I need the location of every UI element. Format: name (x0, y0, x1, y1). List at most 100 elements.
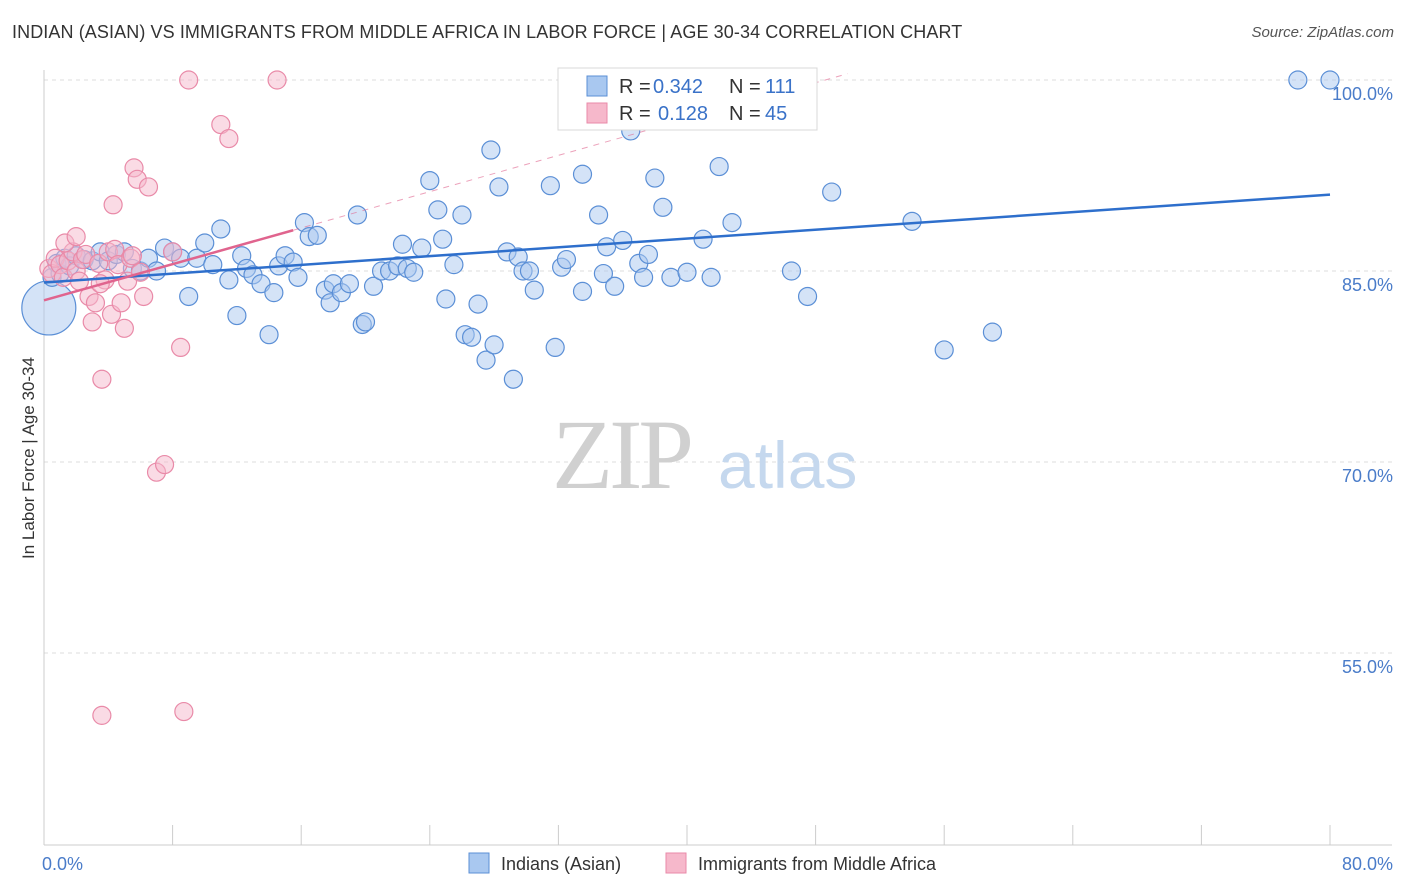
watermark-zip: ZIP (552, 399, 690, 510)
point-blue-73 (519, 261, 540, 281)
point-blue-81 (588, 205, 609, 225)
point-blue-45 (347, 205, 368, 225)
point-pink-13 (85, 293, 106, 313)
point-blue-20 (179, 286, 199, 307)
point-blue-58 (433, 229, 453, 249)
point-blue-103 (982, 322, 1003, 342)
legend-n-label-pink: N = (729, 103, 761, 125)
point-pink-29 (138, 177, 159, 197)
bottom-legend-swatch-blue (468, 852, 490, 874)
legend-r-value-pink: 0.128 (658, 103, 708, 125)
point-pink-38 (219, 128, 239, 149)
point-blue-64 (468, 294, 488, 314)
point-pink-35 (103, 195, 123, 215)
point-blue-93 (677, 262, 697, 282)
point-blue-55 (412, 238, 432, 258)
legend-swatch-pink (586, 102, 608, 124)
point-blue-67 (484, 335, 504, 355)
point-blue-31 (259, 325, 279, 345)
point-blue-47 (355, 312, 376, 332)
y-tick-label-1: 85.0% (1342, 275, 1393, 295)
point-blue-88 (633, 267, 654, 287)
point-blue-99 (797, 286, 818, 307)
point-blue-75 (540, 176, 560, 196)
legend-n-value-blue: 111 (765, 76, 795, 98)
data-points (21, 70, 1340, 725)
point-blue-96 (709, 156, 729, 177)
point-blue-63 (461, 327, 482, 347)
point-blue-0 (21, 280, 77, 336)
chart-title: INDIAN (ASIAN) VS IMMIGRANTS FROM MIDDLE… (12, 22, 963, 42)
y-tick-label-3: 55.0% (1342, 657, 1393, 677)
point-blue-52 (392, 234, 413, 254)
legend-r-label-pink: R = (619, 103, 651, 125)
point-pink-28 (134, 286, 154, 307)
point-pink-36 (179, 70, 199, 90)
legend-swatch-blue (586, 75, 608, 97)
point-blue-32 (264, 283, 284, 303)
point-blue-85 (613, 230, 633, 251)
y-tick-labels: 100.0% 85.0% 70.0% 55.0% (1332, 84, 1393, 677)
point-blue-48 (363, 276, 384, 296)
point-blue-39 (307, 225, 327, 245)
point-pink-43 (122, 246, 143, 266)
legend-n-value-pink: 45 (765, 103, 787, 125)
point-pink-39 (267, 70, 287, 90)
watermark-atlas: atlas (718, 428, 857, 502)
point-pink-31 (154, 454, 175, 475)
point-blue-82 (593, 263, 614, 284)
point-blue-22 (195, 233, 215, 253)
point-blue-89 (638, 244, 659, 265)
legend-n-label-blue: N = (729, 76, 761, 98)
bottom-legend-swatch-pink (665, 852, 687, 874)
point-blue-76 (545, 337, 565, 357)
y-tick-label-0: 100.0% (1332, 84, 1393, 104)
point-blue-83 (597, 237, 617, 257)
point-blue-105 (1320, 70, 1340, 90)
point-pink-41 (66, 227, 86, 247)
bottom-legend: Indians (Asian) Immigrants from Middle A… (468, 852, 937, 874)
point-blue-102 (934, 340, 954, 360)
point-blue-104 (1288, 70, 1308, 90)
y-tick-label-2: 70.0% (1342, 466, 1393, 486)
point-pink-33 (171, 337, 191, 357)
point-pink-15 (92, 369, 112, 389)
point-blue-100 (822, 182, 842, 202)
point-blue-54 (404, 262, 424, 282)
bottom-legend-label-pink: Immigrants from Middle Africa (698, 854, 937, 874)
point-blue-91 (653, 197, 673, 217)
point-blue-36 (288, 267, 308, 287)
point-blue-65 (476, 350, 496, 370)
point-blue-98 (781, 261, 802, 281)
point-blue-44 (339, 274, 360, 294)
point-blue-25 (219, 270, 239, 290)
point-blue-101 (902, 211, 922, 231)
point-blue-61 (452, 205, 472, 225)
point-blue-56 (420, 170, 440, 191)
source-label: Source: ZipAtlas.com (1251, 24, 1394, 41)
point-blue-92 (661, 267, 681, 287)
point-blue-26 (227, 305, 247, 326)
point-blue-78 (556, 249, 577, 270)
point-pink-21 (111, 293, 131, 313)
point-blue-74 (524, 280, 544, 300)
point-pink-44 (92, 705, 112, 725)
point-pink-22 (114, 318, 134, 338)
trend-line-blue (43, 193, 1331, 284)
point-blue-84 (605, 276, 625, 296)
bottom-legend-label-blue: Indians (Asian) (501, 854, 621, 874)
point-blue-80 (572, 281, 593, 301)
point-blue-97 (722, 213, 742, 233)
point-blue-24 (211, 219, 231, 239)
axes (43, 70, 1392, 846)
point-blue-60 (444, 255, 464, 275)
point-pink-12 (82, 312, 102, 332)
top-legend: R = 0.342 N = 111 R = 0.128 N = 45 (557, 67, 818, 131)
point-blue-66 (481, 140, 501, 160)
point-blue-23 (203, 255, 223, 275)
x-tick-label-max: 80.0% (1342, 854, 1393, 874)
trend-line-pink (43, 229, 294, 302)
point-pink-32 (163, 242, 183, 262)
point-blue-68 (489, 177, 509, 197)
